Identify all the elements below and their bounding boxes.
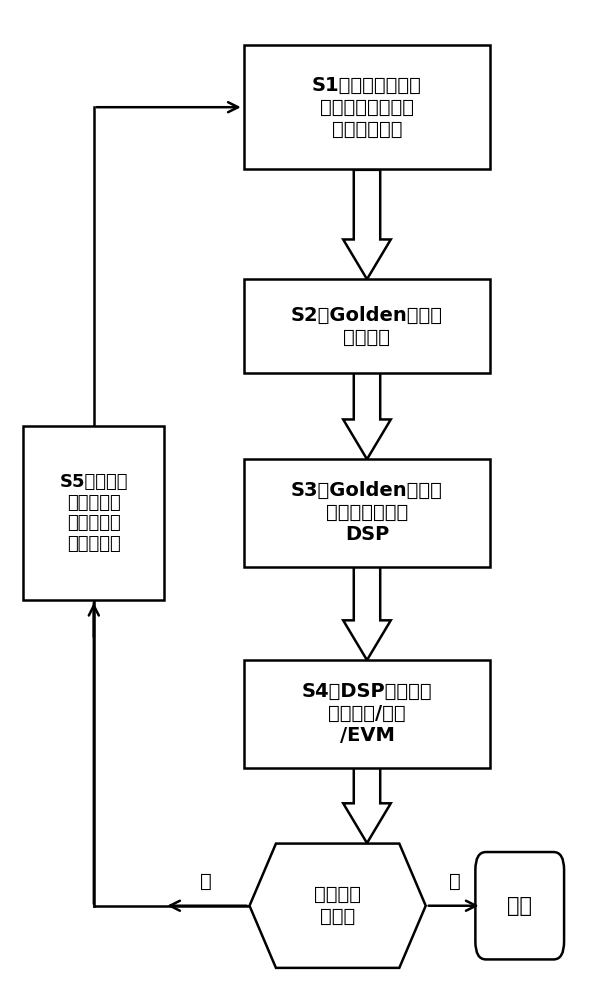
Text: 结束: 结束 — [507, 896, 533, 916]
FancyBboxPatch shape — [476, 852, 564, 959]
Text: S5、待测芯
片中固件根
据测试项调
整速率配置: S5、待测芯 片中固件根 据测试项调 整速率配置 — [59, 473, 128, 553]
Text: S3、Golden芯片将
存储信号传输给
DSP: S3、Golden芯片将 存储信号传输给 DSP — [291, 481, 443, 544]
Polygon shape — [343, 373, 391, 459]
Text: S1、待测芯片根据
测试固件发射测试
速率下的信号: S1、待测芯片根据 测试固件发射测试 速率下的信号 — [312, 76, 422, 139]
Bar — [244, 45, 490, 169]
Bar — [244, 660, 490, 768]
Polygon shape — [250, 844, 426, 968]
Text: S4、DSP芯片计算
频谱模板/功率
/EVM: S4、DSP芯片计算 频谱模板/功率 /EVM — [302, 682, 432, 745]
Bar — [244, 279, 490, 373]
Text: 否: 否 — [200, 872, 211, 891]
Bar — [244, 459, 490, 567]
Polygon shape — [343, 170, 391, 279]
Text: S2、Golden芯片接
收并存储: S2、Golden芯片接 收并存储 — [291, 305, 443, 346]
Text: 是: 是 — [449, 872, 461, 891]
Bar — [23, 426, 164, 600]
Polygon shape — [343, 567, 391, 660]
Text: 测试项是
否结束: 测试项是 否结束 — [314, 885, 361, 926]
Polygon shape — [343, 768, 391, 843]
